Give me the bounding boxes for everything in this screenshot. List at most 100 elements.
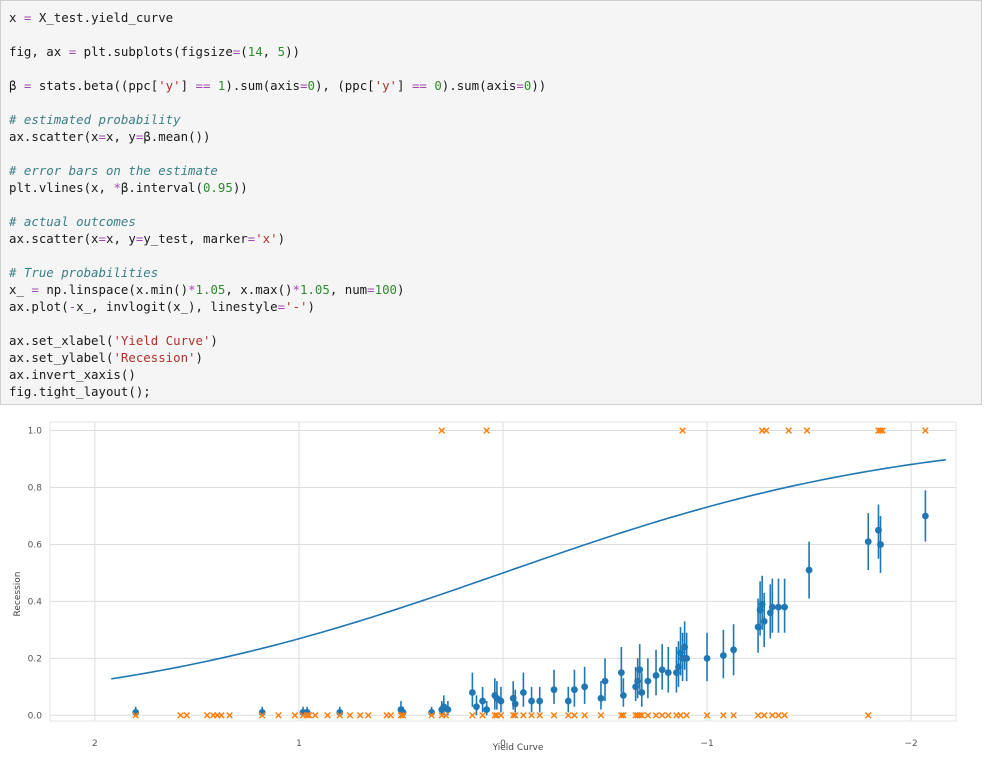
y-tick-label: 0.4 (28, 597, 43, 607)
code-token: 0 (523, 78, 532, 93)
code-block[interactable]: x = X_test.yield_curve fig, ax = plt.sub… (1, 1, 981, 400)
outcome-marker (364, 711, 372, 719)
outcome-marker (597, 711, 605, 719)
estimate-point (875, 526, 882, 534)
outcome-marker-stroke (762, 427, 770, 434)
code-token: = (135, 231, 144, 246)
code-line: # estimated probability (9, 111, 981, 128)
outcome-marker (683, 711, 690, 719)
outcome-marker-stroke (177, 711, 184, 719)
outcome-marker-stroke (364, 711, 372, 719)
outcome-marker (769, 711, 776, 719)
outcome-marker (275, 711, 282, 719)
code-token: fig, ax (9, 44, 69, 59)
code-token: ) (195, 350, 203, 365)
code-token: 5 (277, 44, 286, 59)
outcome-marker (636, 711, 644, 719)
code-line: x = X_test.yield_curve (9, 9, 981, 26)
code-line (9, 60, 981, 77)
code-token: 14 (247, 44, 263, 59)
code-token: ).sum(axis (441, 78, 517, 93)
x-axis-label: Yield Curve (492, 743, 544, 753)
estimate-point (775, 603, 782, 611)
outcome-marker-stroke (877, 427, 884, 434)
code-token: ax.set_xlabel( (9, 333, 114, 348)
outcome-marker (620, 711, 627, 719)
outcome-marker (509, 711, 517, 719)
code-line: fig.tight_layout(); (9, 383, 981, 400)
outcome-marker (762, 427, 770, 434)
outcome-marker (387, 711, 395, 719)
outcome-marker-stroke (644, 711, 652, 719)
estimate-point (634, 677, 642, 685)
outcome-marker-stroke (864, 711, 872, 719)
code-token: '-' (285, 299, 308, 314)
estimate-point (877, 541, 884, 548)
estimate-point (468, 689, 476, 696)
code-cell[interactable]: x = X_test.yield_curve fig, ax = plt.sub… (0, 0, 982, 405)
code-token: ).sum(axis (225, 78, 300, 93)
estimate-point (444, 706, 452, 714)
outcome-marker (781, 711, 788, 719)
true-probability-curve (111, 458, 946, 680)
code-line: fig, ax = plt.subplots(figsize=(14, 5)) (9, 43, 981, 60)
code-line: # True probabilities (9, 264, 981, 281)
estimate-point (921, 512, 929, 520)
y-tick-label: 0.6 (28, 540, 43, 550)
x-tick-label: 1 (296, 739, 302, 749)
outcome-markers-layer (132, 427, 929, 719)
code-token: 0 (307, 78, 315, 93)
outcome-marker (291, 711, 299, 719)
estimate-point (664, 669, 672, 676)
code-token: = (277, 299, 286, 314)
outcome-marker (677, 711, 684, 719)
outcome-marker (720, 711, 727, 719)
true-probability-curve-layer (111, 458, 946, 680)
estimate-point (675, 663, 682, 671)
code-token: X_test.yield_curve (31, 10, 174, 25)
estimate-point (758, 600, 766, 608)
outcome-marker-stroke (497, 711, 505, 719)
code-line: ax.set_ylabel('Recession') (9, 349, 981, 366)
outcome-marker-stroke (720, 711, 727, 719)
code-token: = (300, 78, 308, 93)
outcome-marker (203, 711, 211, 719)
code-line (9, 26, 981, 43)
code-token: ax.scatter(x (9, 129, 99, 144)
code-token: = (135, 129, 144, 144)
outcome-marker (218, 711, 225, 719)
outcome-marker-stroke (483, 427, 491, 434)
outcome-marker-stroke (571, 711, 578, 719)
estimate-point (509, 694, 517, 702)
chart-area: 2 1 0 −1 −2 0.0 0.2 0.4 0.6 0.8 1.0 Yield Curve Re… (0, 414, 984, 764)
code-line: ax.scatter(x=x, y=y_test, marker='x') (9, 230, 981, 247)
outcome-marker (864, 711, 872, 719)
estimate-point (636, 666, 644, 674)
outcome-marker (760, 711, 768, 719)
code-token: ) (277, 231, 286, 246)
code-token: β.interval( (120, 180, 203, 195)
outcome-marker (571, 711, 578, 719)
estimate-point (511, 700, 519, 708)
code-token: x_ (9, 282, 32, 297)
estimate-point (520, 689, 527, 696)
outcome-marker-stroke (922, 427, 929, 434)
outcome-marker-stroke (703, 711, 711, 719)
outcome-marker (397, 711, 405, 719)
outcome-marker-stroke (509, 711, 517, 719)
code-token: 1.05 (299, 282, 330, 297)
code-token: = (232, 44, 241, 59)
estimate-point (571, 686, 578, 694)
code-token: ax.set_ylabel( (9, 350, 114, 365)
code-token: = (247, 231, 256, 246)
code-line (9, 247, 981, 264)
outcome-marker (305, 711, 313, 719)
outcome-marker-stroke (775, 711, 782, 719)
code-token: * (113, 180, 121, 195)
estimate-point (766, 609, 774, 617)
code-token: )) (285, 44, 300, 59)
outcome-marker-stroke (226, 711, 233, 719)
code-line: # actual outcomes (9, 213, 981, 230)
outcome-marker-stroke (754, 711, 762, 719)
outcome-marker-stroke (803, 427, 811, 434)
